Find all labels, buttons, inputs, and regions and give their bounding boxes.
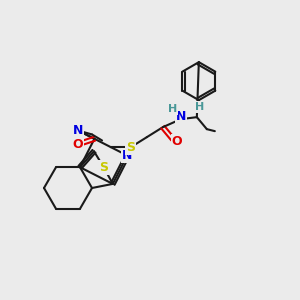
Text: O: O xyxy=(72,138,83,151)
Text: N: N xyxy=(73,124,83,137)
Text: O: O xyxy=(172,135,182,148)
Text: S: S xyxy=(99,161,108,174)
Text: H: H xyxy=(168,104,178,114)
Text: H: H xyxy=(195,102,205,112)
Text: N: N xyxy=(122,149,132,162)
Text: N: N xyxy=(176,110,186,123)
Text: S: S xyxy=(126,141,135,154)
